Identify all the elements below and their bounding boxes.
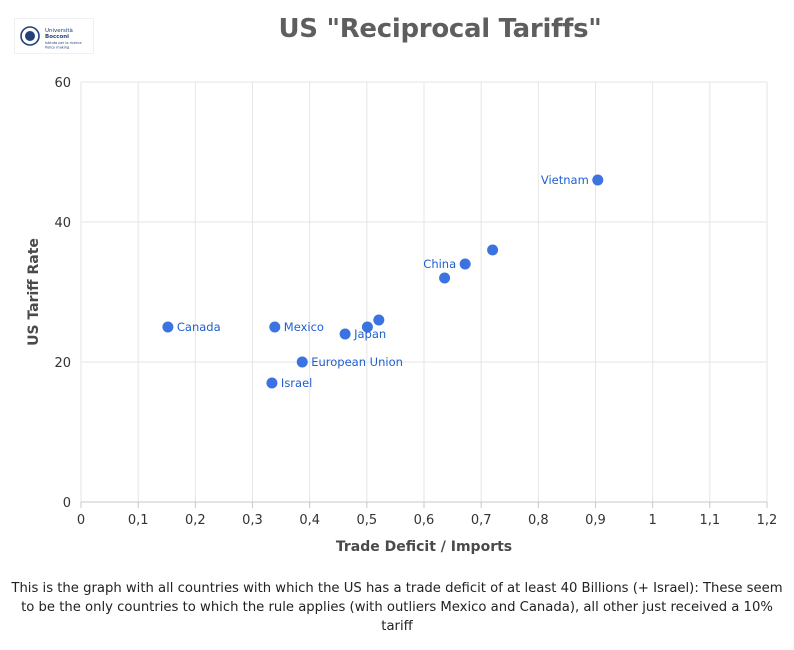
x-tick-label: 0,8 bbox=[528, 513, 549, 528]
x-tick-label: 0,9 bbox=[585, 513, 606, 528]
point-label: Mexico bbox=[284, 320, 324, 334]
point-label: Vietnam bbox=[541, 173, 589, 187]
scatter-point bbox=[162, 321, 174, 333]
scatter-point bbox=[439, 272, 451, 284]
scatter-point bbox=[269, 321, 281, 333]
x-tick-label: 0,5 bbox=[356, 513, 377, 528]
point-label: China bbox=[423, 257, 456, 271]
point-label: Canada bbox=[177, 320, 221, 334]
bocconi-seal-icon bbox=[20, 26, 40, 46]
grid-lines bbox=[80, 81, 768, 508]
x-tick-label: 0,7 bbox=[471, 513, 492, 528]
scatter-point bbox=[459, 258, 471, 270]
point-label: Israel bbox=[281, 376, 312, 390]
scatter-point bbox=[296, 356, 308, 368]
logo-line1: Università bbox=[45, 27, 73, 34]
scatter-point bbox=[339, 328, 351, 340]
y-tick-label: 0 bbox=[63, 496, 71, 511]
data-points bbox=[162, 174, 604, 389]
y-tick-labels: 0 20 40 60 bbox=[54, 76, 71, 511]
x-tick-label: 0,3 bbox=[242, 513, 263, 528]
scatter-point bbox=[487, 244, 499, 256]
logo-sub1: Istituto per la ricerca bbox=[45, 41, 82, 45]
x-tick-label: 0 bbox=[77, 513, 85, 528]
scatter-chart: 0 0,1 0,2 0,3 0,4 0,5 0,6 0,7 0,8 0,9 1 1,1 1,2 0 20 4… bbox=[26, 76, 777, 555]
x-axis-title: Trade Deficit / Imports bbox=[336, 539, 512, 555]
logo-line2: Bocconi bbox=[45, 34, 69, 40]
y-tick-label: 20 bbox=[54, 356, 71, 371]
scatter-point bbox=[592, 174, 604, 186]
x-tick-label: 0,4 bbox=[299, 513, 320, 528]
y-axis-title: US Tariff Rate bbox=[26, 238, 42, 346]
x-tick-label: 1,2 bbox=[757, 513, 778, 528]
scatter-point bbox=[361, 321, 373, 333]
point-labels: Canada Mexico European Union Israel Japan Chi… bbox=[177, 173, 589, 390]
x-tick-label: 1 bbox=[649, 513, 657, 528]
x-tick-label: 0,1 bbox=[128, 513, 149, 528]
chart-caption: This is the graph with all countries wit… bbox=[11, 581, 783, 634]
scatter-point bbox=[266, 377, 278, 389]
point-label: European Union bbox=[311, 355, 403, 369]
y-tick-label: 40 bbox=[54, 216, 71, 231]
logo-sub2: Policy making bbox=[45, 46, 69, 50]
scatter-point bbox=[373, 314, 385, 326]
x-tick-labels: 0 0,1 0,2 0,3 0,4 0,5 0,6 0,7 0,8 0,9 1 1,1 1,2 bbox=[77, 513, 777, 528]
point-label: Japan bbox=[353, 327, 386, 341]
x-tick-label: 0,2 bbox=[185, 513, 206, 528]
x-tick-label: 0,6 bbox=[414, 513, 435, 528]
x-tick-label: 1,1 bbox=[699, 513, 720, 528]
y-tick-label: 60 bbox=[54, 76, 71, 91]
chart-title: US "Reciprocal Tariffs" bbox=[278, 14, 602, 44]
bocconi-logo: Università Bocconi Istituto per la ricer… bbox=[14, 18, 94, 54]
